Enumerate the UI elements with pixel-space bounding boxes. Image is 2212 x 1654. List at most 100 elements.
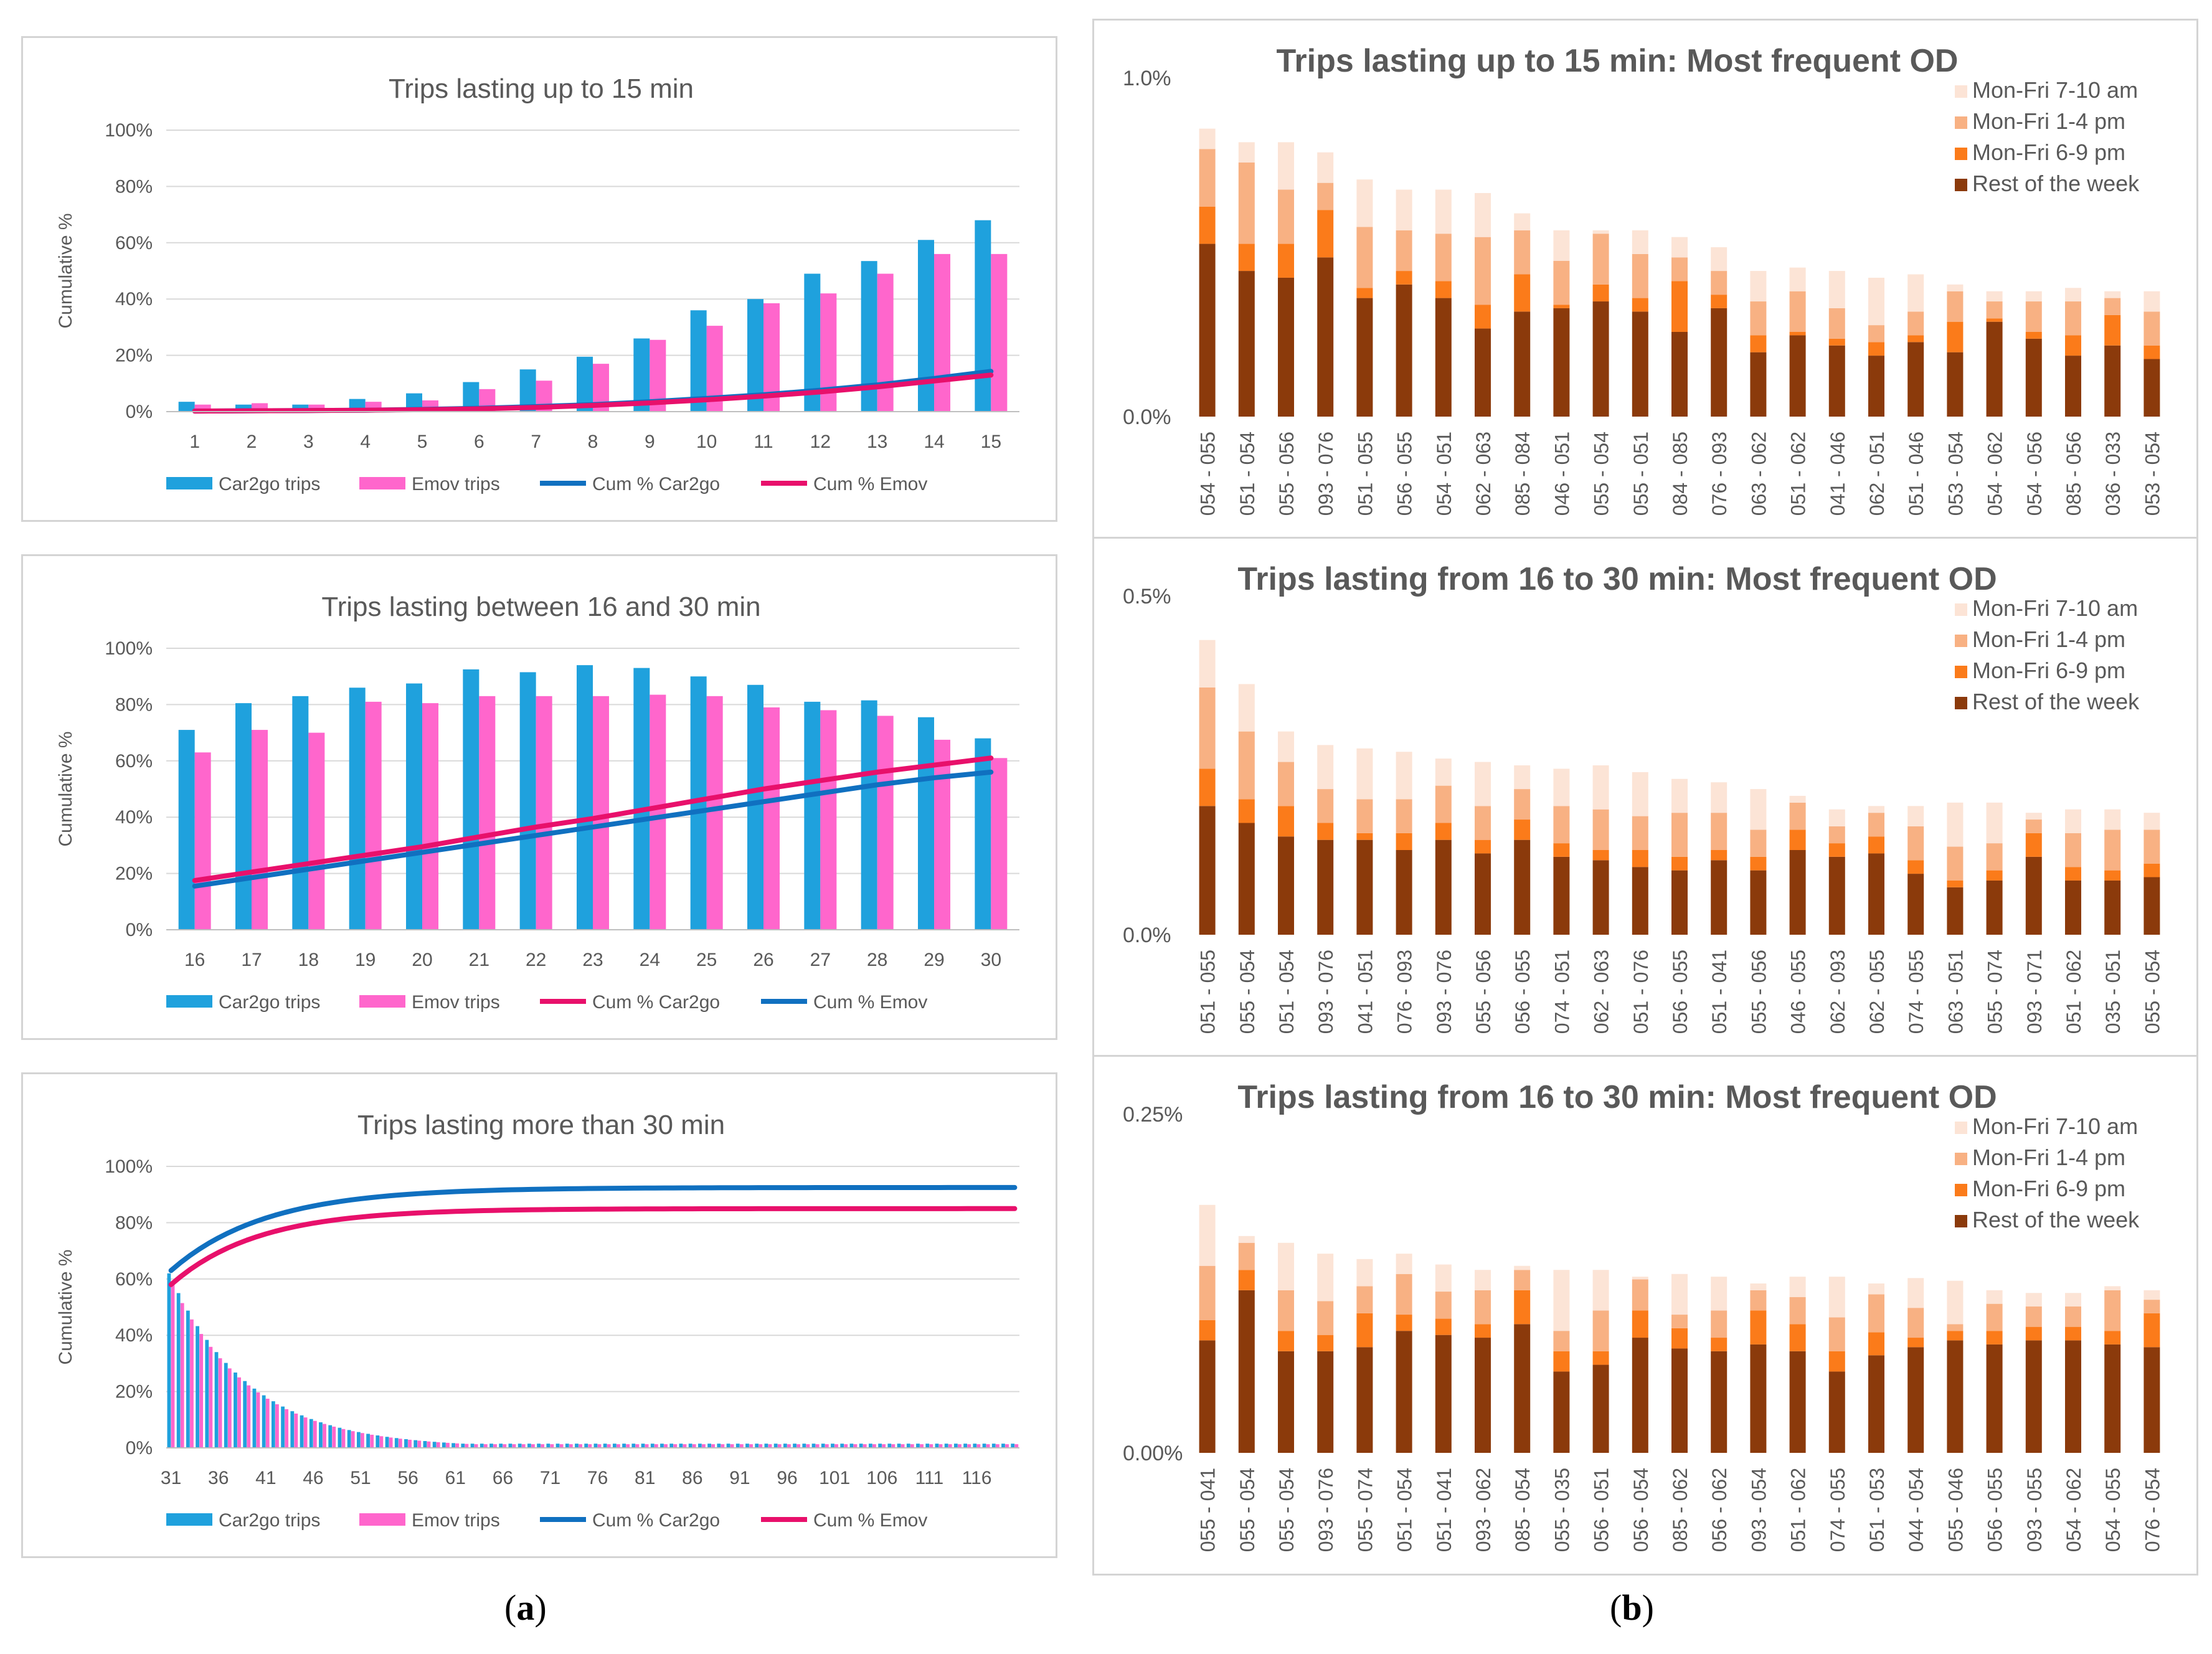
stacked-bar-segment (1278, 142, 1294, 190)
y-tick-label: 0.5% (1123, 585, 1171, 608)
stacked-bar-segment (1632, 1310, 1648, 1338)
y-axis-label: Cumulative % (55, 213, 76, 328)
stacked-bar-segment (1632, 1277, 1648, 1280)
stacked-bar-segment (2143, 291, 2160, 312)
bar-emov (465, 1444, 469, 1448)
bar-car2go (631, 1444, 636, 1448)
y-tick-label: 100% (105, 120, 153, 141)
stacked-bar-segment (2143, 877, 2160, 935)
bar-car2go (859, 1444, 863, 1448)
x-tick-label: 13 (867, 432, 887, 452)
stacked-bar-segment (1711, 813, 1728, 850)
stacked-bar-segment (1396, 752, 1412, 800)
stacked-bar-segment (1553, 308, 1570, 417)
bar-emov (991, 253, 1008, 412)
bar-car2go (707, 1444, 711, 1448)
bar-car2go (679, 1444, 683, 1448)
stacked-bar-segment (1789, 335, 1806, 417)
stacked-bar-segment (2025, 1340, 2042, 1453)
bar-car2go (224, 1363, 228, 1448)
legend-label: Car2go trips (219, 992, 320, 1013)
stacked-bar-segment (1317, 789, 1334, 823)
stacked-bar-segment (1238, 243, 1255, 272)
legend-swatch (1955, 179, 1967, 191)
x-tick-label: 046 - 051 (1551, 432, 1573, 516)
stacked-bar-segment (1238, 1290, 1255, 1453)
x-tick-label: 055 - 054 (1236, 950, 1259, 1034)
stacked-bar-segment (1828, 1371, 1845, 1453)
stacked-bar-segment (1907, 342, 1924, 417)
x-tick-label: 23 (582, 950, 603, 970)
x-tick-label: 25 (696, 950, 717, 970)
stacked-bar-segment (2104, 1290, 2121, 1331)
legend-label: Mon-Fri 7-10 am (1972, 595, 2138, 621)
stacked-bar-segment (1199, 1204, 1216, 1266)
bar-emov (635, 1444, 640, 1448)
x-tick-label: 056 - 055 (1984, 1468, 2006, 1552)
x-tick-label: 8 (588, 432, 598, 452)
x-tick-label: 041 - 051 (1354, 950, 1376, 1034)
bar-car2go (546, 1444, 551, 1448)
bar-emov (493, 1444, 497, 1448)
stacked-bar-segment (2143, 1347, 2160, 1453)
stacked-bar-segment (1907, 1308, 1924, 1338)
bar-car2go (975, 220, 991, 412)
stacked-bar-segment (1947, 321, 1964, 352)
stacked-bar-segment (1828, 826, 1845, 844)
stacked-bar-segment (1789, 1324, 1806, 1351)
stacked-bar-segment (1711, 850, 1728, 861)
legend-swatch (1955, 666, 1967, 678)
stacked-bar-segment (1750, 335, 1767, 352)
stacked-bar-segment (1475, 1338, 1491, 1453)
stacked-bar-segment (1711, 782, 1728, 813)
stacked-bar-segment (1553, 230, 1570, 261)
bar-emov (650, 694, 666, 930)
y-tick-label: 1.0% (1123, 67, 1171, 90)
stacked-bar-segment (1711, 295, 1728, 308)
y-tick-label: 0.25% (1123, 1103, 1183, 1127)
bar-car2go (669, 1444, 674, 1448)
x-tick-label: 18 (298, 950, 319, 970)
stacked-bar-segment (1907, 826, 1924, 861)
x-tick-label: 91 (729, 1468, 750, 1488)
x-tick-label: 055 - 056 (1472, 950, 1495, 1034)
stacked-bar-segment (1947, 1280, 1964, 1325)
bar-car2go (755, 1444, 759, 1448)
x-tick-label: 61 (445, 1468, 466, 1488)
stacked-bar-segment (1907, 1347, 1924, 1453)
bar-car2go (376, 1435, 380, 1448)
stacked-bar-segment (1789, 795, 1806, 803)
bar-emov (929, 1444, 933, 1448)
stacked-bar-segment (1356, 1313, 1373, 1348)
x-tick-label: 051 - 062 (1787, 1468, 1810, 1552)
chart-title: Trips lasting from 16 to 30 min: Most fr… (1237, 561, 1997, 597)
bar-emov (275, 1404, 279, 1448)
x-tick-label: 051 - 054 (1275, 950, 1298, 1034)
chart-b1: Trips lasting up to 15 min: Most frequen… (1123, 43, 2163, 516)
stacked-bar-segment (1986, 802, 2003, 844)
x-tick-label: 051 - 041 (1433, 1468, 1455, 1552)
bar-car2go (167, 1273, 171, 1448)
legend-swatch (1955, 148, 1967, 160)
stacked-bar-segment (1671, 1328, 1688, 1349)
bar-emov (512, 1444, 516, 1448)
bar-car2go (385, 1437, 389, 1448)
stacked-bar-segment (2143, 359, 2160, 417)
stacked-bar-segment (1986, 870, 2003, 881)
x-tick-label: 054 - 051 (1433, 432, 1455, 516)
y-tick-label: 20% (115, 864, 153, 884)
stacked-bar-segment (2143, 863, 2160, 877)
stacked-bar-segment (1789, 1277, 1806, 1297)
stacked-bar-segment (1396, 271, 1412, 285)
stacked-bar-segment (1199, 149, 1216, 207)
x-tick-label: 20 (412, 950, 432, 970)
stacked-bar-segment (1671, 281, 1688, 332)
bar-car2go (973, 1444, 977, 1448)
bar-car2go (178, 402, 195, 412)
stacked-bar-segment (1828, 338, 1845, 346)
bar-car2go (783, 1444, 787, 1448)
stacked-bar-segment (1199, 806, 1216, 935)
x-tick-label: 036 - 033 (2102, 432, 2124, 516)
x-tick-label: 062 - 063 (1472, 432, 1495, 516)
bar-emov (541, 1444, 545, 1448)
